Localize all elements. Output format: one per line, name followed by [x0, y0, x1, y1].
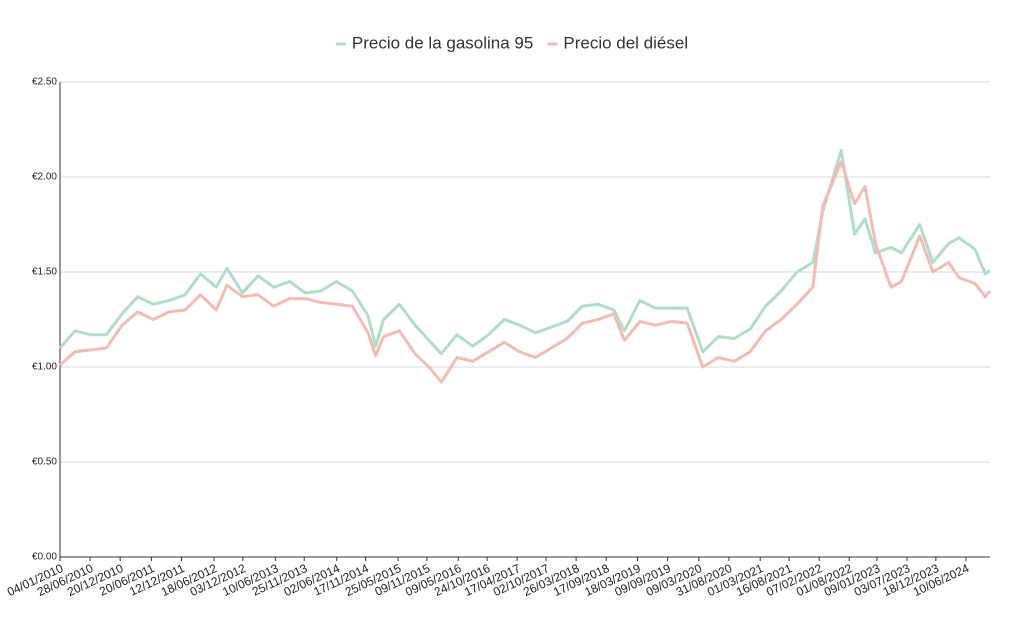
y-tick-label: €2.00	[32, 172, 57, 183]
series-line	[58, 148, 991, 356]
y-tick-label: €2.50	[32, 77, 57, 88]
legend-label: Precio de la gasolina 95	[352, 33, 533, 52]
y-tick-label: €0.00	[32, 552, 57, 563]
legend-label: Precio del diésel	[563, 33, 688, 52]
series-line	[59, 160, 992, 384]
y-tick-label: €1.00	[32, 362, 57, 373]
y-tick-label: €0.50	[32, 457, 57, 468]
y-tick-label: €1.50	[32, 267, 57, 278]
